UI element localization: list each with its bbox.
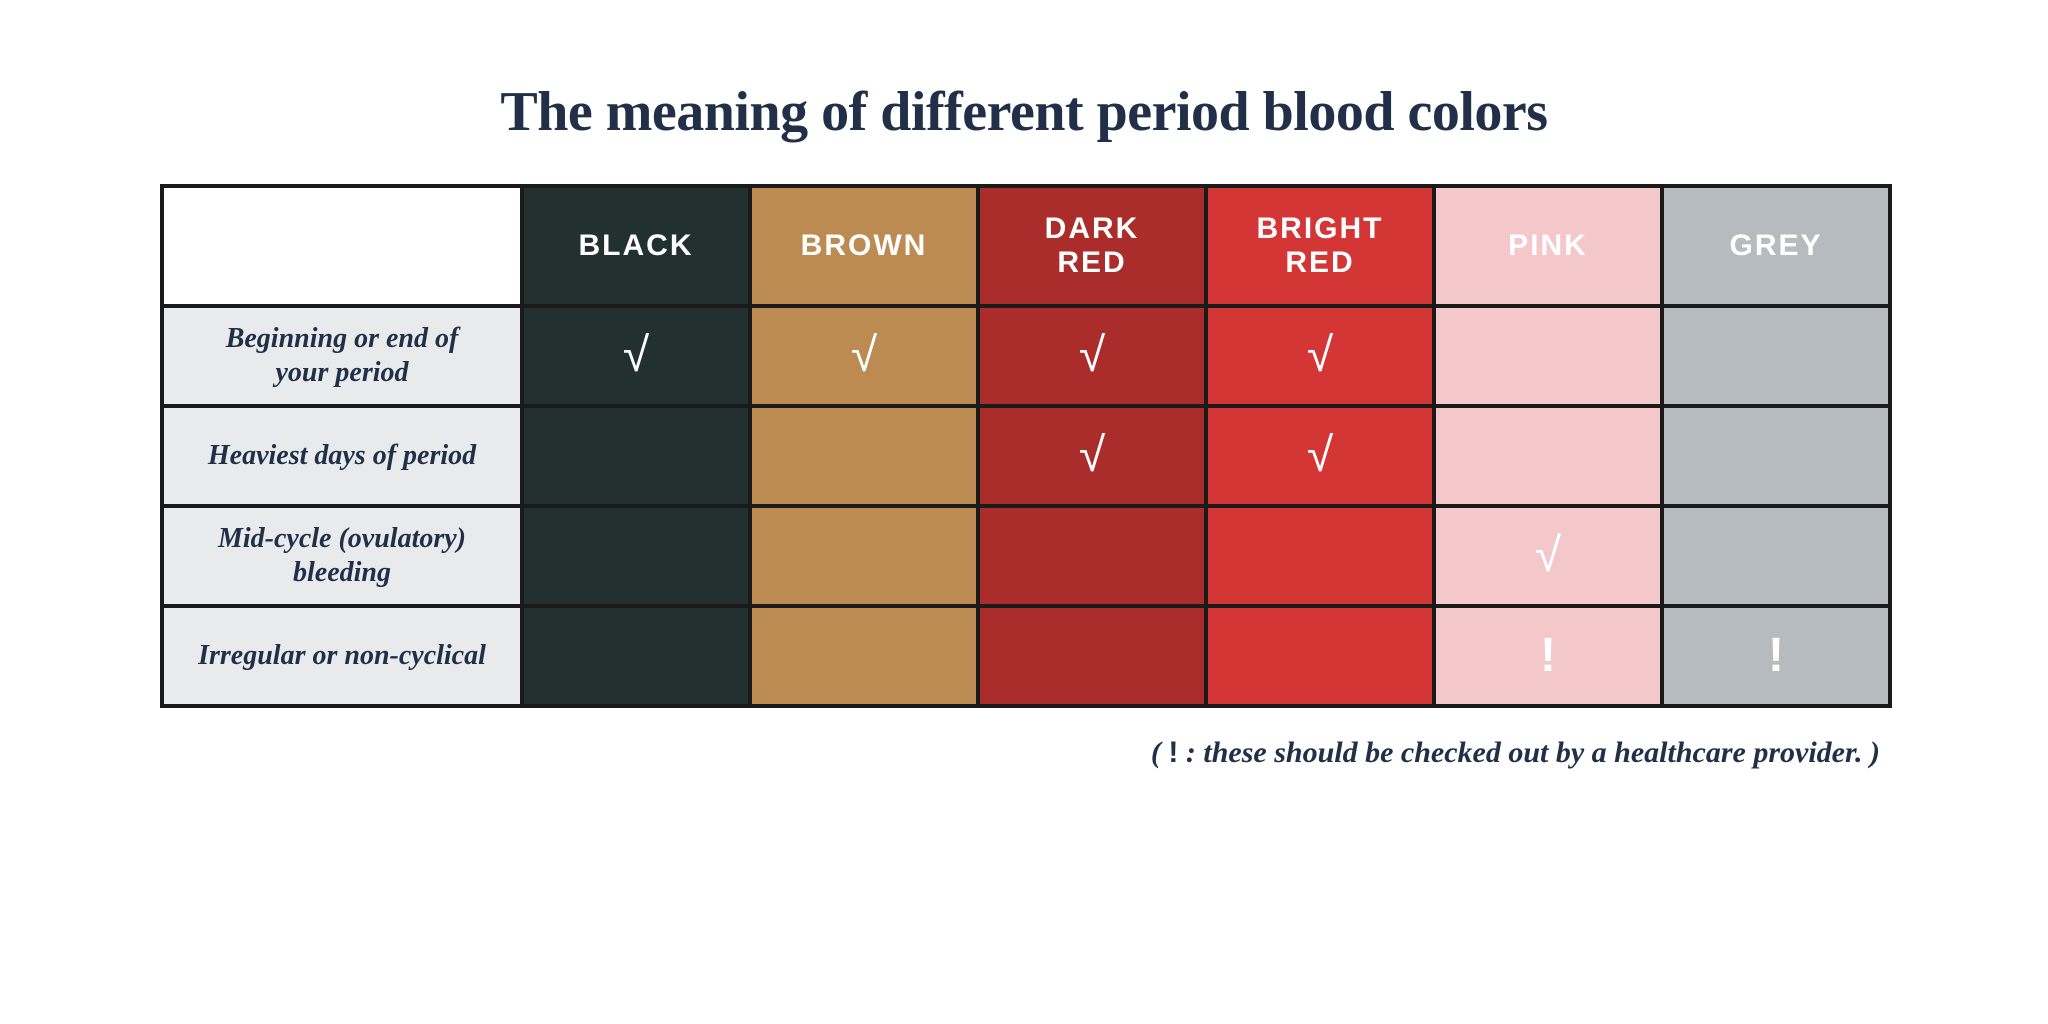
table-cell [750, 606, 978, 706]
col-header-label: BRIGHTRED [1257, 212, 1384, 280]
col-header-label: GREY [1729, 229, 1822, 262]
cell-mark: √ [851, 332, 877, 380]
table-row: Irregular or non-cyclical ! ! [162, 606, 1890, 706]
table-cell [522, 606, 750, 706]
footnote-text: : these should be checked out by a healt… [1178, 736, 1880, 769]
col-header: PINK [1434, 186, 1662, 306]
col-header: BLACK [522, 186, 750, 306]
col-header-label: PINK [1508, 229, 1588, 262]
table-cell [1206, 606, 1434, 706]
cell-mark: √ [1079, 332, 1105, 380]
table-cell: ! [1662, 606, 1890, 706]
table-cell [1434, 406, 1662, 506]
cell-mark: √ [1535, 532, 1561, 580]
row-header: Beginning or end ofyour period [162, 306, 522, 406]
header-row: BLACK BROWN DARKRED BRIGHTRED PINK GREY [162, 186, 1890, 306]
table-cell [978, 506, 1206, 606]
table-cell: √ [750, 306, 978, 406]
table-cell: √ [978, 306, 1206, 406]
table-row: Mid-cycle (ovulatory)bleeding √ [162, 506, 1890, 606]
corner-cell [162, 186, 522, 306]
cell-mark: √ [1307, 332, 1333, 380]
cell-mark: √ [623, 332, 649, 380]
table-row: Heaviest days of period √ √ [162, 406, 1890, 506]
table-cell [522, 406, 750, 506]
cell-mark: √ [1079, 432, 1105, 480]
col-header: BRIGHTRED [1206, 186, 1434, 306]
cell-mark: √ [1307, 432, 1333, 480]
table-cell [1434, 306, 1662, 406]
color-meaning-table: BLACK BROWN DARKRED BRIGHTRED PINK GREY … [160, 184, 1892, 708]
col-header: DARKRED [978, 186, 1206, 306]
table-cell: ! [1434, 606, 1662, 706]
col-header-label: BROWN [801, 229, 928, 262]
warn-icon: ! [1168, 736, 1178, 769]
col-header-label: BLACK [579, 229, 694, 262]
row-header: Mid-cycle (ovulatory)bleeding [162, 506, 522, 606]
table-row: Beginning or end ofyour period √ √ √ √ [162, 306, 1890, 406]
row-header: Heaviest days of period [162, 406, 522, 506]
footnote: ( ! : these should be checked out by a h… [160, 736, 1888, 770]
table-cell: √ [978, 406, 1206, 506]
footnote-prefix: ( [1151, 736, 1169, 769]
table-cell [1662, 306, 1890, 406]
table-cell [1662, 506, 1890, 606]
row-header: Irregular or non-cyclical [162, 606, 522, 706]
table-body: Beginning or end ofyour period √ √ √ √ H… [162, 306, 1890, 706]
table-cell: √ [1434, 506, 1662, 606]
table-cell [1662, 406, 1890, 506]
table-cell [1206, 506, 1434, 606]
table-cell [522, 506, 750, 606]
table-cell: √ [1206, 406, 1434, 506]
table-cell [750, 506, 978, 606]
cell-mark: ! [1768, 632, 1784, 680]
col-header: GREY [1662, 186, 1890, 306]
page-title: The meaning of different period blood co… [160, 80, 1888, 144]
col-header-label: DARKRED [1045, 212, 1140, 280]
table-cell [750, 406, 978, 506]
cell-mark: ! [1540, 632, 1556, 680]
table-cell [978, 606, 1206, 706]
col-header: BROWN [750, 186, 978, 306]
table-cell: √ [522, 306, 750, 406]
table-cell: √ [1206, 306, 1434, 406]
